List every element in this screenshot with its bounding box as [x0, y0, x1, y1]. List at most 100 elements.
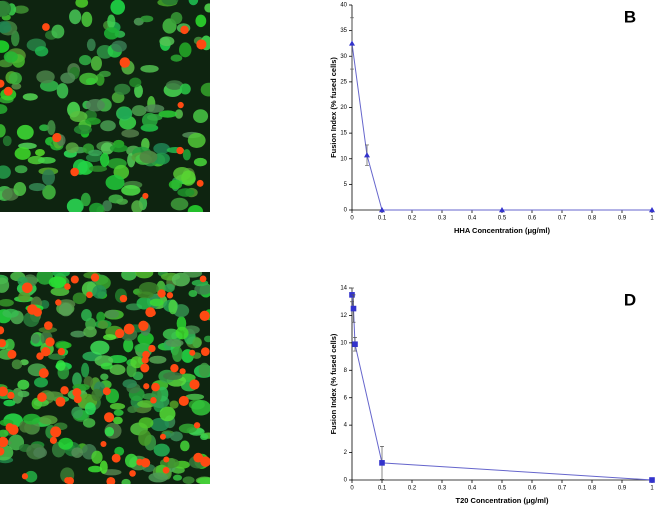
cell: [149, 355, 167, 364]
cell: [182, 476, 195, 484]
cell: [103, 334, 117, 341]
cell: [90, 340, 110, 355]
cell: [34, 46, 49, 57]
marker: [349, 40, 355, 46]
cell: [34, 377, 49, 388]
cell: [134, 84, 143, 98]
cell: [0, 40, 10, 53]
cell: [121, 185, 141, 196]
x-tick-label: 0.1: [378, 486, 387, 492]
cell: [57, 347, 66, 356]
cell: [171, 272, 190, 287]
cell: [85, 77, 97, 85]
cell: [8, 72, 22, 85]
cell: [105, 174, 125, 191]
cell: [170, 431, 183, 442]
cell: [130, 356, 144, 369]
cell: [49, 436, 58, 444]
cell: [196, 39, 207, 50]
cell: [55, 299, 62, 306]
cell: [143, 383, 150, 390]
cell: [88, 202, 105, 212]
cell: [85, 117, 101, 125]
cell: [36, 352, 44, 360]
cell: [31, 333, 40, 344]
cell: [78, 55, 92, 66]
marker: [350, 305, 357, 312]
cell: [138, 417, 154, 429]
y-tick-label: 20: [340, 105, 347, 111]
cell: [103, 27, 120, 40]
cell: [170, 54, 183, 62]
x-tick-label: 0.4: [468, 486, 477, 492]
cell: [110, 0, 126, 15]
x-tick-label: 0.7: [558, 486, 567, 492]
micrograph: [0, 0, 210, 212]
x-tick-label: 0.1: [378, 216, 387, 222]
cell: [140, 363, 150, 373]
cell: [144, 104, 165, 113]
cell: [92, 285, 107, 299]
cell: [159, 36, 175, 47]
cell: [114, 446, 125, 456]
x-tick-label: 0.5: [498, 486, 507, 492]
x-tick-label: 1: [650, 486, 654, 492]
cell: [170, 364, 179, 373]
cell: [33, 447, 47, 458]
y-tick-label: 14: [340, 286, 347, 292]
cell: [7, 349, 17, 359]
cell: [42, 23, 50, 31]
cell: [18, 291, 31, 302]
cell: [164, 283, 175, 293]
cell: [0, 298, 14, 307]
cell: [0, 124, 6, 138]
cell: [0, 277, 10, 293]
cell: [0, 79, 5, 88]
cell: [11, 30, 20, 47]
x-tick-label: 0.3: [438, 486, 447, 492]
cell: [35, 148, 45, 157]
x-tick-label: 0: [350, 216, 354, 222]
cell: [41, 347, 51, 357]
cell: [168, 299, 178, 315]
cell: [70, 167, 79, 177]
cell: [83, 376, 94, 388]
cell: [200, 456, 210, 467]
cell: [153, 443, 170, 457]
cell: [99, 70, 111, 78]
x-tick-label: 0.5: [498, 216, 507, 222]
cell: [136, 297, 152, 310]
cell: [52, 133, 62, 143]
cell: [157, 289, 166, 298]
cell: [127, 406, 138, 413]
cell: [193, 157, 207, 167]
cell: [131, 105, 147, 117]
cell: [11, 359, 23, 370]
y-tick-label: 0: [344, 478, 348, 484]
cell: [180, 440, 190, 452]
cell: [91, 388, 103, 402]
cell: [129, 77, 142, 88]
cell: [17, 390, 30, 398]
cell: [90, 273, 100, 282]
cell: [200, 347, 210, 356]
cell: [145, 307, 156, 318]
cell: [52, 272, 70, 278]
cell: [182, 149, 191, 161]
cell: [191, 399, 210, 416]
cell: [200, 82, 210, 97]
cell: [121, 478, 131, 484]
cell: [84, 402, 96, 415]
y-tick-label: 40: [340, 3, 347, 9]
cell: [86, 38, 96, 52]
cell: [64, 477, 71, 484]
cell: [0, 165, 11, 179]
cell: [139, 150, 158, 164]
cell: [0, 429, 9, 438]
cell: [58, 437, 74, 450]
cell: [187, 204, 204, 212]
cell: [168, 179, 183, 190]
cell: [100, 373, 109, 381]
cell: [137, 332, 154, 346]
cell: [194, 283, 210, 295]
